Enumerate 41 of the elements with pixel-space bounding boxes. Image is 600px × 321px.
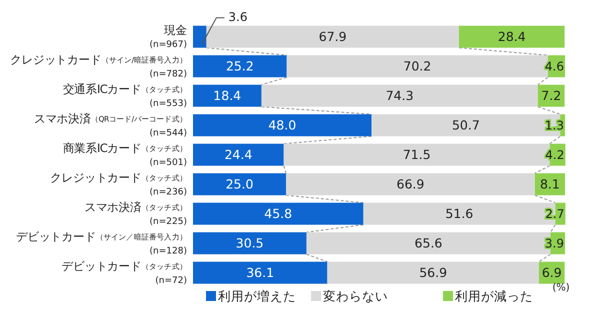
legend-label: 利用が減った	[455, 288, 533, 304]
legend-label: 変わらない	[323, 288, 388, 304]
data-label: 56.9	[419, 265, 448, 280]
data-label: 70.2	[403, 58, 432, 74]
data-label: 71.5	[402, 147, 431, 162]
bar	[286, 173, 535, 196]
data-label: 45.8	[264, 206, 292, 222]
data-label: 66.9	[396, 176, 424, 192]
bar	[193, 55, 287, 78]
data-label: 36.1	[246, 265, 274, 280]
bar	[193, 232, 306, 254]
data-label: 67.9	[318, 29, 347, 44]
bar	[193, 202, 364, 225]
bar	[193, 26, 206, 48]
data-label: 25.0	[226, 176, 254, 192]
data-label: 24.4	[224, 147, 252, 162]
data-label: 74.3	[386, 88, 414, 104]
bar	[261, 84, 538, 107]
data-label: 18.4	[213, 88, 242, 104]
bar	[193, 84, 262, 107]
data-label: 6.9	[542, 265, 562, 280]
data-label: 51.6	[445, 206, 474, 222]
data-label: 8.1	[540, 176, 560, 192]
bar	[206, 26, 459, 48]
bar	[458, 26, 565, 48]
data-label: 48.0	[268, 118, 296, 133]
bar	[327, 262, 539, 284]
bar	[193, 262, 328, 284]
data-label: 30.5	[236, 236, 264, 251]
data-label: 7.2	[541, 88, 562, 104]
bar	[193, 114, 372, 136]
bar	[193, 144, 284, 166]
y-tick-label: 現金 (n=967)	[150, 22, 188, 50]
data-label: 25.2	[226, 58, 254, 74]
data-label: 28.4	[498, 29, 526, 44]
legend-label: 利用が増えた	[218, 288, 296, 304]
bar	[193, 173, 286, 196]
data-label: 3.6	[228, 10, 248, 24]
data-label: 65.6	[414, 236, 442, 251]
annotation: (%)	[552, 282, 570, 294]
data-label: 50.7	[452, 118, 480, 133]
